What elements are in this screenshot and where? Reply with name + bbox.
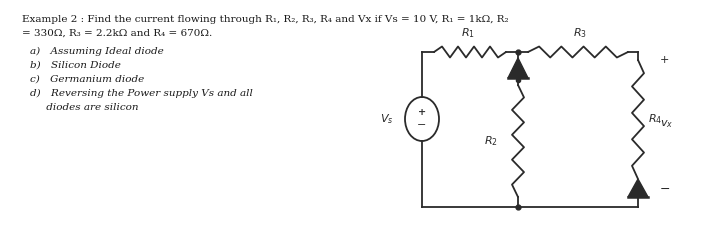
Text: diodes are silicon: diodes are silicon xyxy=(30,103,138,112)
Text: Example 2 : Find the current flowing through R₁, R₂, R₃, R₄ and Vx if Vs = 10 V,: Example 2 : Find the current flowing thr… xyxy=(22,15,508,24)
Polygon shape xyxy=(628,179,648,197)
Text: $R_1$: $R_1$ xyxy=(461,26,475,40)
Text: a) Assuming Ideal diode: a) Assuming Ideal diode xyxy=(30,47,163,56)
Polygon shape xyxy=(508,58,528,78)
Text: $R_4$: $R_4$ xyxy=(648,113,662,126)
Text: = 330Ω, R₃ = 2.2kΩ and R₄ = 670Ω.: = 330Ω, R₃ = 2.2kΩ and R₄ = 670Ω. xyxy=(22,29,212,38)
Text: $v_x$: $v_x$ xyxy=(660,118,673,130)
Text: $R_3$: $R_3$ xyxy=(573,26,587,40)
Text: c) Germanium diode: c) Germanium diode xyxy=(30,75,144,84)
Text: $R_2$: $R_2$ xyxy=(484,134,498,148)
Text: d) Reversing the Power supply Vs and all: d) Reversing the Power supply Vs and all xyxy=(30,89,253,98)
Text: −: − xyxy=(418,120,427,130)
Text: +: + xyxy=(660,55,670,65)
Text: +: + xyxy=(418,108,426,117)
Text: −: − xyxy=(660,182,670,196)
Text: $V_s$: $V_s$ xyxy=(379,112,393,126)
Text: b) Silicon Diode: b) Silicon Diode xyxy=(30,61,121,70)
